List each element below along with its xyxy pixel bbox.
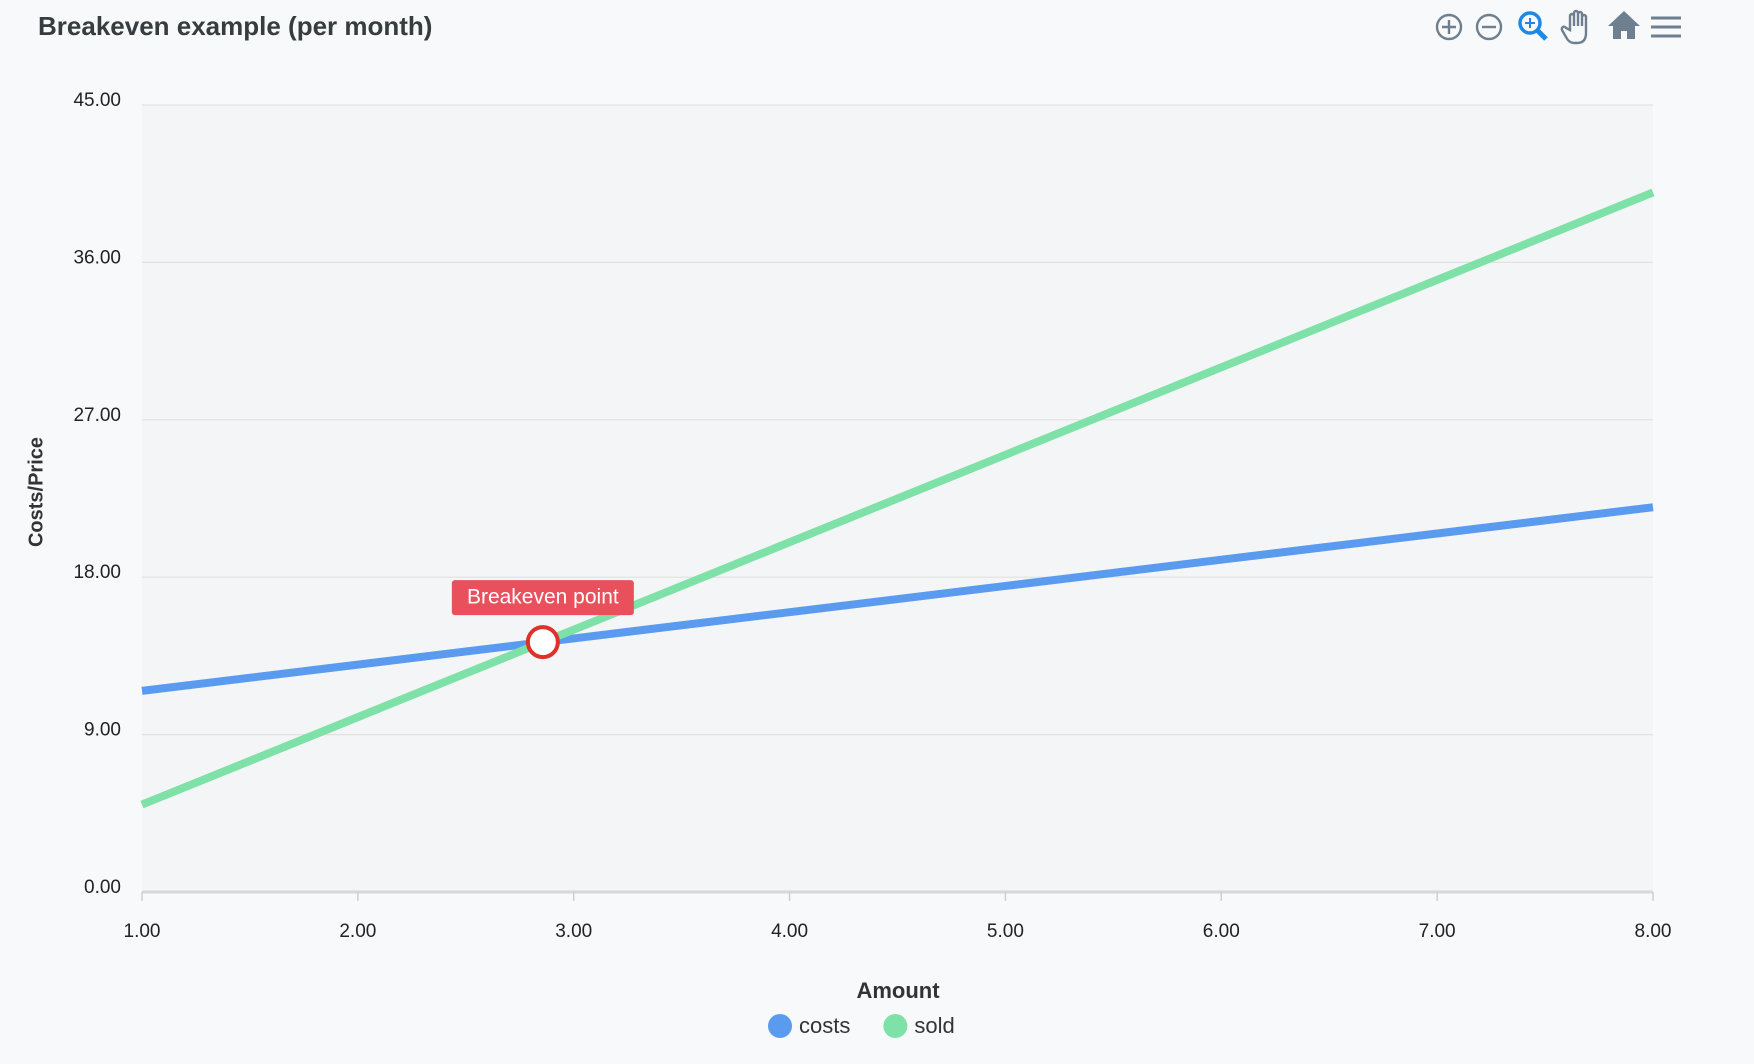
annotation-marker (525, 625, 560, 660)
legend-marker (768, 1014, 792, 1038)
legend-item[interactable]: sold (883, 1013, 955, 1038)
x-tick-label: 6.00 (1203, 921, 1240, 942)
legend-label: sold (914, 1013, 954, 1038)
x-tick-label: 8.00 (1635, 921, 1672, 942)
x-tick-label: 4.00 (771, 921, 808, 942)
y-tick-label: 0.00 (84, 877, 121, 898)
menu-button[interactable] (1651, 16, 1681, 38)
legend-marker (883, 1014, 908, 1038)
x-tick-label: 3.00 (555, 921, 592, 942)
reset-button[interactable] (1608, 11, 1640, 39)
selection-zoom-button[interactable] (1518, 11, 1548, 41)
y-tick-label: 36.00 (73, 247, 121, 268)
annotation-box (451, 580, 634, 616)
zoom-in-button[interactable] (1435, 13, 1463, 41)
y-axis-label: Costs/Price (25, 437, 47, 547)
series-line (141, 503, 1654, 695)
x-tick-label: 2.00 (339, 921, 376, 942)
series-line (140, 188, 1655, 809)
x-tick-label: 7.00 (1419, 921, 1456, 942)
y-tick-label: 45.00 (73, 90, 121, 111)
y-tick-label: 18.00 (73, 562, 121, 583)
annotation-label: Breakeven point (467, 586, 619, 609)
y-tick-label: 27.00 (73, 405, 121, 426)
legend-item[interactable]: costs (768, 1013, 850, 1038)
toolbar (1435, 9, 1681, 45)
legend-label: costs (799, 1013, 850, 1038)
chart-title: Breakeven example (per month) (38, 11, 432, 41)
pan-button[interactable] (1560, 9, 1588, 45)
zoom-out-button[interactable] (1475, 13, 1503, 41)
x-tick-label: 5.00 (987, 921, 1024, 942)
x-axis-label: Amount (856, 978, 940, 1003)
x-tick-label: 1.00 (124, 921, 161, 942)
y-tick-label: 9.00 (84, 720, 121, 741)
